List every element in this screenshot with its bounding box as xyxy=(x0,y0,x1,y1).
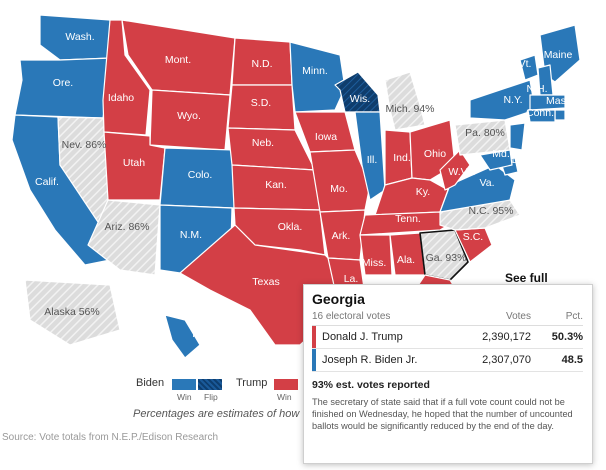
state-label-n-d: N.D. xyxy=(252,58,273,70)
state-label-md: Md. xyxy=(492,148,510,160)
candidate-pct: 48.5 xyxy=(561,354,583,366)
state-label-ill: Ill. xyxy=(367,154,378,166)
legend-biden-win-swatch xyxy=(172,379,196,390)
state-label-del: Del. xyxy=(512,154,531,166)
state-label-idaho: Idaho xyxy=(108,92,134,104)
legend-biden-flip-label: Flip xyxy=(204,392,218,402)
state-label-n-j: N.J. xyxy=(528,139,547,151)
state-label-mo: Mo. xyxy=(330,183,348,195)
candidate-pct: 50.3% xyxy=(551,331,583,343)
state-label-nev: Nev. 86% xyxy=(62,139,107,151)
state-label-w-va: W.Va. xyxy=(448,166,475,178)
state-label-ind: Ind. xyxy=(393,152,411,164)
candidate-votes: 2,390,172 xyxy=(482,331,531,343)
tooltip-table-header: 16 electoral votes Votes Pct. xyxy=(312,311,583,326)
legend-biden-label: Biden xyxy=(136,377,165,389)
state-label-conn: Conn. xyxy=(526,107,554,119)
state-label-wash: Wash. xyxy=(65,31,94,43)
state-alaska[interactable] xyxy=(24,279,121,346)
state-label-n-m: N.M. xyxy=(180,229,202,241)
state-label-n-h: N.H. xyxy=(527,83,548,95)
state-va[interactable] xyxy=(439,164,516,213)
state-label-neb: Neb. xyxy=(252,137,274,149)
state-label-s-c: S.C. xyxy=(463,231,483,243)
state-label-mass: Mass. xyxy=(546,95,574,107)
candidate-name: Joseph R. Biden Jr. xyxy=(322,354,418,366)
state-ariz[interactable] xyxy=(87,199,161,276)
state-label-okla: Okla. xyxy=(278,221,303,233)
state-neb[interactable] xyxy=(227,127,316,171)
see-full-results-link[interactable]: See full xyxy=(505,271,548,285)
state-minn[interactable] xyxy=(289,41,346,113)
pct-column-header: Pct. xyxy=(565,311,583,322)
state-label-pa: Pa. 80% xyxy=(465,127,505,139)
legend-trump-win-swatch xyxy=(274,379,298,390)
state-n-j[interactable] xyxy=(509,122,526,151)
state-label-s-d: S.D. xyxy=(251,97,271,109)
state-conn[interactable] xyxy=(527,109,556,123)
state-label-tenn: Tenn. xyxy=(395,213,421,225)
votes-reported: 93% est. votes reported xyxy=(312,379,430,391)
candidate-row-trump: Donald J. Trump 2,390,172 50.3% xyxy=(312,326,583,349)
state-miss[interactable] xyxy=(359,234,393,276)
state-label-ga: Ga. 93% xyxy=(426,252,467,264)
state-label-wis: Wis. xyxy=(350,93,370,105)
tooltip-state-name: Georgia xyxy=(312,291,365,307)
party-color-bar xyxy=(312,349,316,371)
estimate-note: Percentages are estimates of how xyxy=(133,408,300,420)
electoral-votes-label: 16 electoral votes xyxy=(312,311,391,322)
state-tooltip-georgia: Georgia 16 electoral votes Votes Pct. Do… xyxy=(303,284,593,464)
tooltip-description: The secretary of state said that if a fu… xyxy=(312,397,573,431)
state-label-ariz: Ariz. 86% xyxy=(105,221,150,233)
state-label-utah: Utah xyxy=(123,157,145,169)
votes-column-header: Votes xyxy=(505,311,531,322)
state-label-alaska: Alaska 56% xyxy=(44,306,99,318)
legend-biden-flip-swatch xyxy=(198,379,222,390)
state-n-y[interactable] xyxy=(469,79,536,121)
legend-trump-label: Trump xyxy=(236,377,268,389)
state-ga[interactable] xyxy=(419,229,469,281)
party-color-bar xyxy=(312,326,316,348)
legend-trump-win-label: Win xyxy=(277,392,292,402)
state-ill[interactable] xyxy=(354,111,386,201)
state-label-vt: Vt. xyxy=(519,58,532,70)
candidate-row-biden: Joseph R. Biden Jr. 2,307,070 48.5 xyxy=(312,349,583,372)
state-label-texas: Texas xyxy=(252,276,279,288)
state-label-mont: Mont. xyxy=(165,54,191,66)
state-label-mich: Mich. 94% xyxy=(385,103,434,115)
state-label-hawaii: Hawaii xyxy=(192,328,224,340)
state-label-miss: Miss. xyxy=(362,257,387,269)
state-label-va: Va. xyxy=(480,177,495,189)
state-label-ky: Ky. xyxy=(416,186,430,198)
candidate-votes: 2,307,070 xyxy=(482,354,531,366)
state-label-ark: Ark. xyxy=(332,230,351,242)
state-label-wyo: Wyo. xyxy=(177,110,201,122)
state-mich[interactable] xyxy=(384,71,426,131)
state-hawaii[interactable] xyxy=(164,314,201,359)
candidate-name: Donald J. Trump xyxy=(322,331,403,343)
state-label-ala: Ala. xyxy=(397,254,415,266)
state-label-calif: Calif. xyxy=(35,176,59,188)
state-label-colo: Colo. xyxy=(188,169,213,181)
state-mass[interactable] xyxy=(529,94,566,111)
state-label-la: La. xyxy=(344,273,359,285)
state-label-minn: Minn. xyxy=(302,65,328,77)
state-label-kan: Kan. xyxy=(265,179,287,191)
state-label-maine: Maine xyxy=(544,49,573,61)
state-label-r-i: R.I. xyxy=(555,118,571,130)
state-mo[interactable] xyxy=(309,149,371,213)
state-label-ore: Ore. xyxy=(53,77,73,89)
state-label-ohio: Ohio xyxy=(424,148,446,160)
state-md[interactable] xyxy=(479,149,513,171)
state-label-iowa: Iowa xyxy=(315,131,337,143)
source-credit: Source: Vote totals from N.E.P./Edison R… xyxy=(2,432,219,443)
legend-biden-win-label: Win xyxy=(177,392,192,402)
state-label-n-c: N.C. 95% xyxy=(469,205,514,217)
state-label-n-y: N.Y. xyxy=(503,94,522,106)
state-w-va[interactable] xyxy=(439,149,471,191)
